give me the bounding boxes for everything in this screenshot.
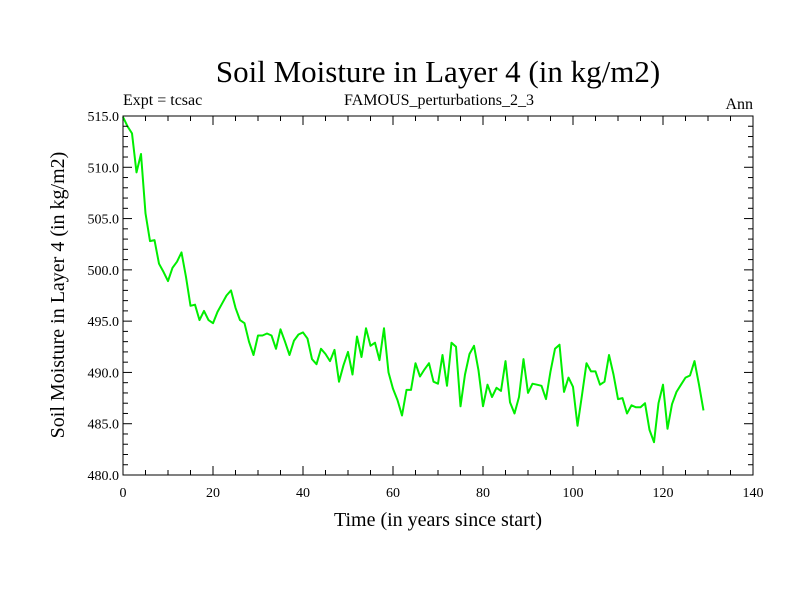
x-tick-label: 140 bbox=[743, 486, 764, 501]
x-axis-label: Time (in years since start) bbox=[334, 509, 542, 531]
y-tick-label: 505.0 bbox=[88, 213, 120, 228]
series-line-tcsac bbox=[122, 116, 705, 444]
y-tick-label: 500.0 bbox=[88, 264, 120, 279]
y-tick-label: 495.0 bbox=[88, 315, 120, 330]
experiment-label: Expt = tcsac bbox=[123, 92, 202, 109]
y-tick-label: 480.0 bbox=[88, 469, 120, 484]
period-label: Ann bbox=[725, 96, 753, 113]
dataset-label: FAMOUS_perturbations_2_3 bbox=[344, 92, 534, 109]
x-tick-label: 100 bbox=[563, 486, 584, 501]
x-tick-label: 60 bbox=[386, 486, 400, 501]
x-tick-label: 40 bbox=[296, 486, 310, 501]
chart-title: Soil Moisture in Layer 4 (in kg/m2) bbox=[216, 54, 660, 89]
x-tick-label: 0 bbox=[120, 486, 127, 501]
y-axis-label: Soil Moisture in Layer 4 (in kg/m2) bbox=[47, 152, 69, 439]
x-tick-label: 20 bbox=[206, 486, 220, 501]
x-tick-label: 80 bbox=[476, 486, 490, 501]
y-tick-label: 485.0 bbox=[88, 418, 120, 433]
plot-area: 0 20 40 60 80 100 120 140 480.0 485.0 490.0 495.0 50… bbox=[88, 110, 764, 501]
plot-frame bbox=[122, 115, 754, 476]
x-tick-label: 120 bbox=[653, 486, 674, 501]
y-tick-label: 515.0 bbox=[88, 110, 120, 125]
y-tick-label: 490.0 bbox=[88, 366, 120, 381]
y-tick-label: 510.0 bbox=[88, 161, 120, 176]
